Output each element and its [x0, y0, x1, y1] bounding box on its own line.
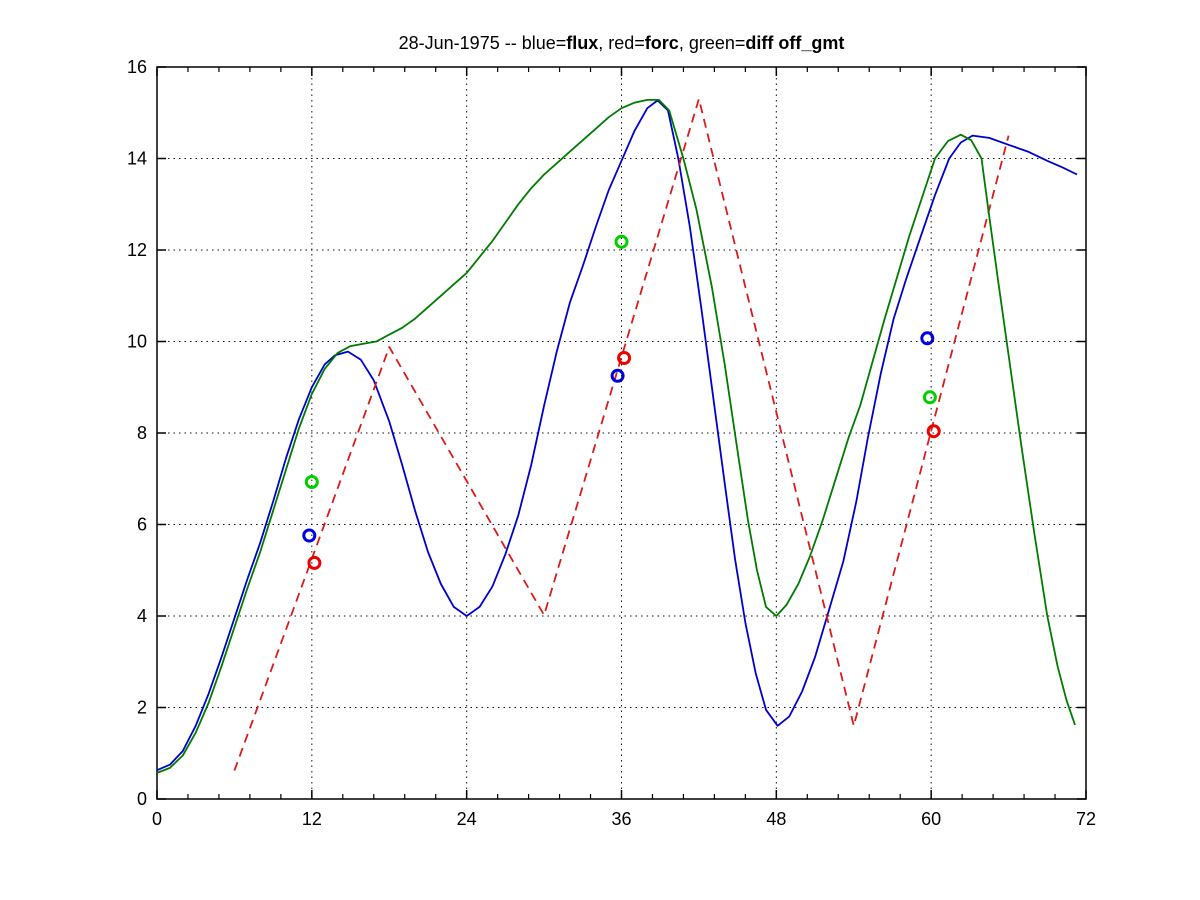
- x-tick-label: 24: [457, 809, 477, 829]
- x-tick-label: 12: [302, 809, 322, 829]
- y-tick-label: 16: [127, 57, 147, 77]
- y-tick-label: 14: [127, 149, 147, 169]
- forc-line: [233, 98, 1010, 771]
- y-tick-label: 12: [127, 240, 147, 260]
- title-segment-0: 28-Jun-1975 -- blue=: [398, 33, 567, 53]
- x-tick-label: 0: [152, 809, 162, 829]
- x-tick-label: 48: [766, 809, 786, 829]
- diff-obs-marker: [614, 234, 629, 249]
- y-tick-label: 4: [137, 606, 147, 626]
- x-tick-label: 60: [921, 809, 941, 829]
- title-segment-1: flux: [566, 33, 599, 53]
- y-tick-label: 8: [137, 423, 147, 443]
- x-tick-label: 36: [611, 809, 631, 829]
- title-segment-3: forc: [644, 33, 679, 53]
- flux-line: [156, 99, 1078, 772]
- title-segment-2: , red=: [598, 33, 645, 53]
- chart-title: 28-Jun-1975 -- blue=flux, red=forc, gree…: [157, 33, 1086, 54]
- forc-obs-marker: [307, 555, 322, 570]
- diff-obs-marker: [304, 475, 319, 489]
- x-tick-label: 72: [1076, 809, 1096, 829]
- y-tick-label: 6: [137, 515, 147, 535]
- title-segment-4: , green=: [678, 33, 746, 53]
- flux-obs-marker: [920, 331, 935, 346]
- y-tick-label: 0: [137, 789, 147, 809]
- forc-obs-marker: [926, 424, 941, 439]
- title-segment-5: diff off_gmt: [745, 33, 845, 53]
- flux-obs-marker: [302, 528, 317, 543]
- flux-obs-marker: [610, 368, 625, 383]
- forc-obs-marker: [617, 351, 632, 365]
- diff-obs-marker: [922, 390, 937, 405]
- y-tick-label: 10: [127, 332, 147, 352]
- y-tick-label: 2: [137, 698, 147, 718]
- diff-line: [156, 99, 1076, 774]
